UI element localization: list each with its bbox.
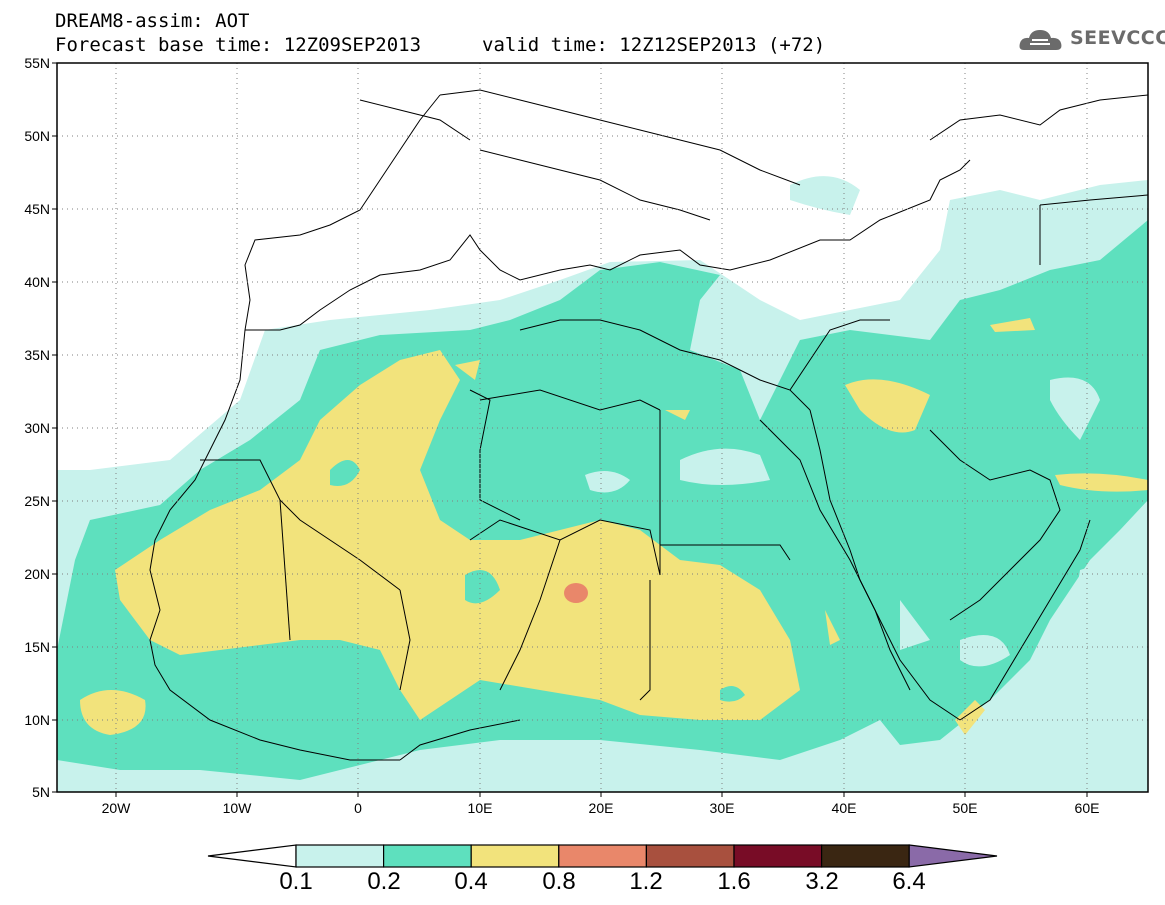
colorbar-swatch-1.2 [645, 844, 735, 868]
lat-label: 55N [24, 55, 50, 71]
colorbar [207, 844, 998, 868]
lon-label: 10E [467, 800, 493, 816]
lon-label: 50E [952, 800, 978, 816]
colorbar-label: 6.4 [892, 868, 926, 895]
lon-label: 10W [222, 800, 252, 816]
colorbar-swatch-3.2 [820, 844, 910, 868]
aot-band-0.8 [564, 583, 588, 603]
aot-band-0.4 [115, 350, 800, 720]
colorbar-label: 1.6 [717, 868, 751, 895]
lon-label: 40E [831, 800, 857, 816]
lon-label: 20W [101, 800, 131, 816]
lon-label: 20E [588, 800, 614, 816]
lat-label: 35N [24, 347, 50, 363]
forecast-base-time: Forecast base time: 12Z09SEP2013 [55, 34, 422, 56]
colorbar-swatch-0.1 [295, 844, 385, 868]
colorbar-label: 0.1 [279, 868, 313, 895]
lat-label: 45N [24, 201, 50, 217]
lat-label: 40N [24, 274, 50, 290]
lat-label: 20N [24, 566, 50, 582]
colorbar-label: 3.2 [805, 868, 839, 895]
colorbar-swatch-0.2 [383, 844, 472, 868]
lon-label: 30E [709, 800, 735, 816]
logo-text: SEEVCCC [1070, 27, 1165, 49]
map-grid [57, 63, 1148, 792]
lat-label: 5N [32, 784, 50, 800]
lon-label: 60E [1074, 800, 1100, 816]
valid-time: valid time: 12Z12SEP2013 (+72) [482, 34, 826, 56]
colorbar-swatch-6.4 [908, 844, 998, 868]
colorbar-label: 0.8 [542, 868, 576, 895]
lat-label: 30N [24, 420, 50, 436]
colorbar-swatch-1.6 [733, 844, 823, 868]
lat-label: 25N [24, 493, 50, 509]
lat-label: 10N [24, 712, 50, 728]
cloud-logo-icon [1019, 30, 1062, 50]
lon-label: 0 [354, 800, 362, 816]
map-title: DREAM8-assim: AOT [55, 10, 250, 32]
colorbar-label: 0.2 [367, 868, 401, 895]
lat-label: 50N [24, 128, 50, 144]
colorbar-swatch-0.8 [558, 844, 647, 868]
lat-label: 15N [24, 639, 50, 655]
colorbar-label: 0.4 [454, 868, 488, 895]
colorbar-swatch-0.4 [470, 844, 560, 868]
colorbar-label: 1.2 [629, 868, 663, 895]
